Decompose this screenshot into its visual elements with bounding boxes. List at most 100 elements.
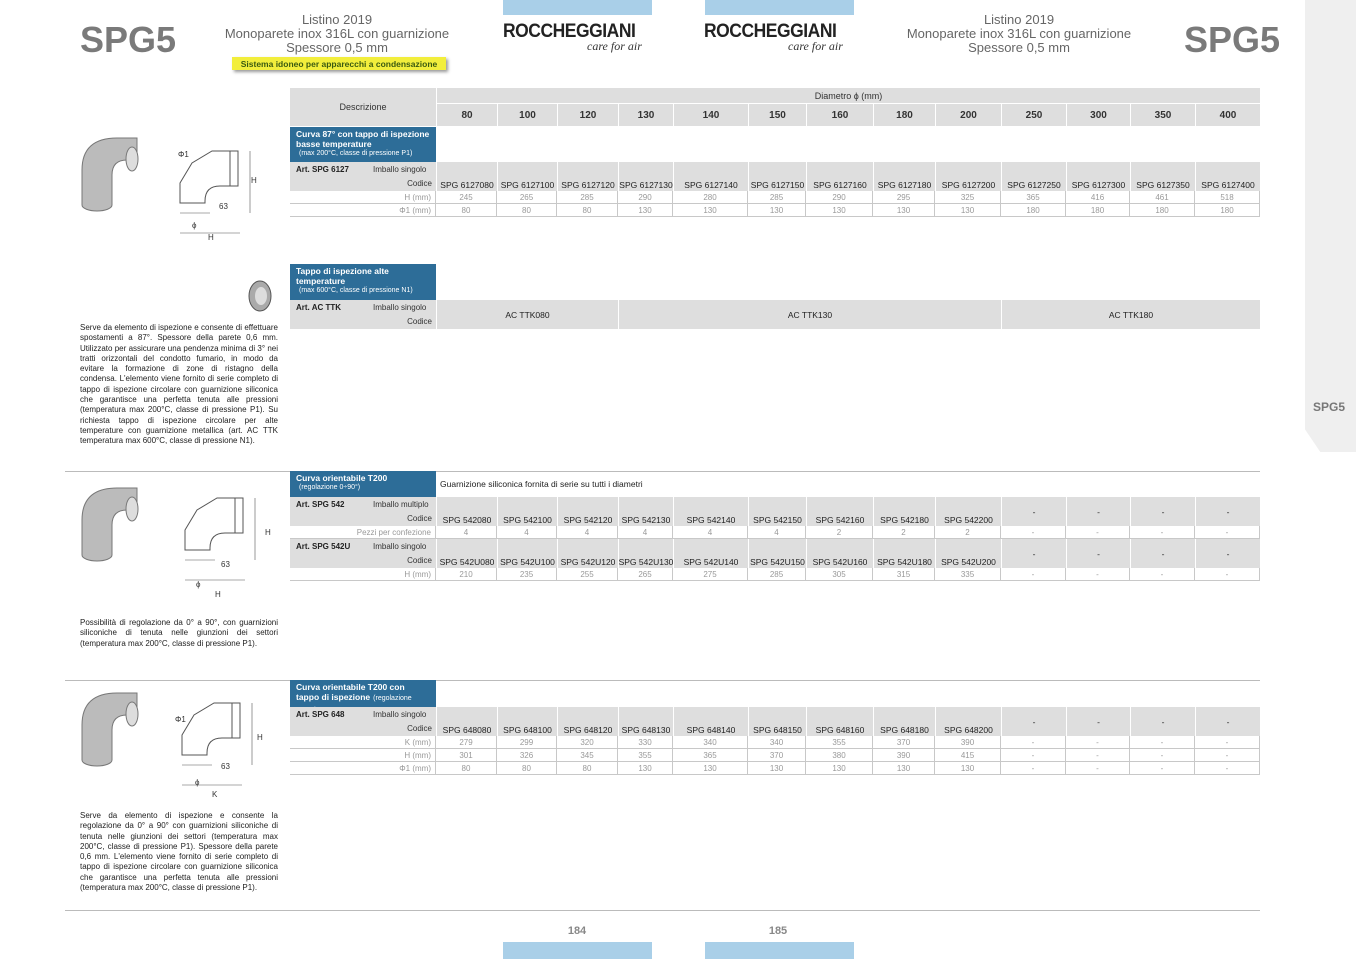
- header-cell: Diametro ϕ (mm): [436, 88, 1260, 103]
- cell: 80: [497, 204, 557, 217]
- cell: -: [1066, 526, 1130, 539]
- cell: 180: [1066, 204, 1130, 217]
- code: -: [1001, 539, 1066, 568]
- cell: 340: [748, 736, 806, 749]
- header-line: Spessore 0,5 mm: [286, 40, 388, 55]
- row-bg: [290, 497, 1260, 526]
- separator: [65, 680, 1260, 681]
- section-title: Curva orientabile T200 con tappo di ispe…: [296, 682, 405, 702]
- code: SPG 542120: [557, 497, 618, 526]
- description: Possibilità di regolazione da 0° a 90°, …: [80, 618, 278, 648]
- cell: -: [1195, 526, 1260, 539]
- side-tab: SPG5: [1313, 400, 1346, 414]
- row-label: Φ1 (mm): [290, 204, 436, 217]
- code: AC TTK180: [1001, 300, 1260, 329]
- code: SPG 542130: [618, 497, 673, 526]
- section-title: Curva 87° con tappo di ispezione basse t…: [296, 129, 430, 149]
- code-label: Codice: [407, 556, 432, 565]
- cell: 365: [1001, 191, 1066, 204]
- diagram-label: Φ1: [178, 150, 189, 159]
- row-bg: [290, 300, 1260, 329]
- diameter: 80: [436, 104, 497, 126]
- diameter: 200: [935, 104, 1001, 126]
- cell: 80: [557, 204, 618, 217]
- cell: 315: [873, 568, 935, 581]
- header-line: Monoparete inox 316L con guarnizione: [224, 26, 450, 41]
- cell: 301: [436, 749, 497, 762]
- cell: -: [1130, 762, 1195, 775]
- product-photo: [81, 692, 139, 767]
- cell: 130: [935, 204, 1001, 217]
- row-label: H (mm): [290, 749, 436, 762]
- cell: 180: [1001, 204, 1066, 217]
- cell: -: [1001, 749, 1066, 762]
- code: -: [1066, 539, 1130, 568]
- cell: 2: [806, 526, 873, 539]
- cell: 130: [748, 204, 806, 217]
- top-bar: [503, 0, 652, 15]
- cell: -: [1066, 762, 1130, 775]
- code: -: [1066, 497, 1130, 526]
- code: SPG 6127200: [935, 162, 1001, 191]
- packaging: Imballo singolo: [373, 710, 427, 719]
- code: SPG 542180: [873, 497, 935, 526]
- section-title-block: Curva orientabile T200 con tappo di ispe…: [290, 680, 436, 714]
- row-bg: [290, 707, 1260, 736]
- code: SPG 542U100: [497, 539, 557, 568]
- diagram-label: ϕ: [195, 778, 200, 787]
- cell: 416: [1066, 191, 1130, 204]
- tagline: care for air: [587, 39, 642, 53]
- row-label: K (mm): [290, 736, 436, 749]
- article: Art. SPG 6127: [296, 165, 349, 174]
- code: SPG 6127180: [873, 162, 935, 191]
- diagram-label: ϕ: [196, 580, 201, 589]
- code: SPG 542U200: [935, 539, 1001, 568]
- cell: -: [1001, 568, 1066, 581]
- code: SPG 6127350: [1130, 162, 1195, 191]
- cell: 265: [618, 568, 673, 581]
- cell: 320: [557, 736, 618, 749]
- side-band: [1305, 0, 1356, 452]
- code: SPG 542200: [935, 497, 1001, 526]
- cell: 130: [873, 204, 935, 217]
- diameter: 400: [1195, 104, 1260, 126]
- code: SPG 648080: [436, 707, 497, 736]
- diagram-label: H: [265, 528, 271, 537]
- diameter: 250: [1001, 104, 1066, 126]
- cell: 245: [436, 191, 497, 204]
- cell: 365: [673, 749, 748, 762]
- cell: 461: [1130, 191, 1195, 204]
- brand: ROCCHEGGIANI: [704, 21, 837, 42]
- code-label: Codice: [407, 724, 432, 733]
- article: Art. SPG 542U: [296, 542, 351, 551]
- code: -: [1195, 707, 1260, 736]
- cell: 326: [497, 749, 557, 762]
- section-title: Curva orientabile T200: [296, 473, 388, 483]
- cell: -: [1066, 568, 1130, 581]
- brand: ROCCHEGGIANI: [503, 21, 636, 42]
- article: Art. SPG 542: [296, 500, 345, 509]
- code: SPG 6127300: [1066, 162, 1130, 191]
- cell: 130: [806, 204, 873, 217]
- top-bar: [705, 0, 854, 15]
- diameter: 150: [748, 104, 806, 126]
- code: -: [1001, 497, 1066, 526]
- cell: 279: [436, 736, 497, 749]
- row-label: H (mm): [290, 568, 436, 581]
- cell: 290: [618, 191, 673, 204]
- cell: 330: [618, 736, 673, 749]
- code: SPG 542U160: [806, 539, 873, 568]
- cell: -: [1001, 762, 1066, 775]
- code: -: [1001, 707, 1066, 736]
- cell: 285: [748, 191, 806, 204]
- bottom-bar: [503, 942, 652, 959]
- code: SPG 542150: [748, 497, 806, 526]
- code-label: Codice: [407, 179, 432, 188]
- row-label: Pezzi per confezione: [290, 526, 436, 539]
- description: Serve da elemento di ispezione e consent…: [80, 323, 278, 446]
- code: -: [1130, 539, 1195, 568]
- cell: 370: [748, 749, 806, 762]
- code-label: Codice: [407, 514, 432, 523]
- section-subtitle: (regolazione 0÷90°): [299, 484, 361, 491]
- code: AC TTK080: [436, 300, 618, 329]
